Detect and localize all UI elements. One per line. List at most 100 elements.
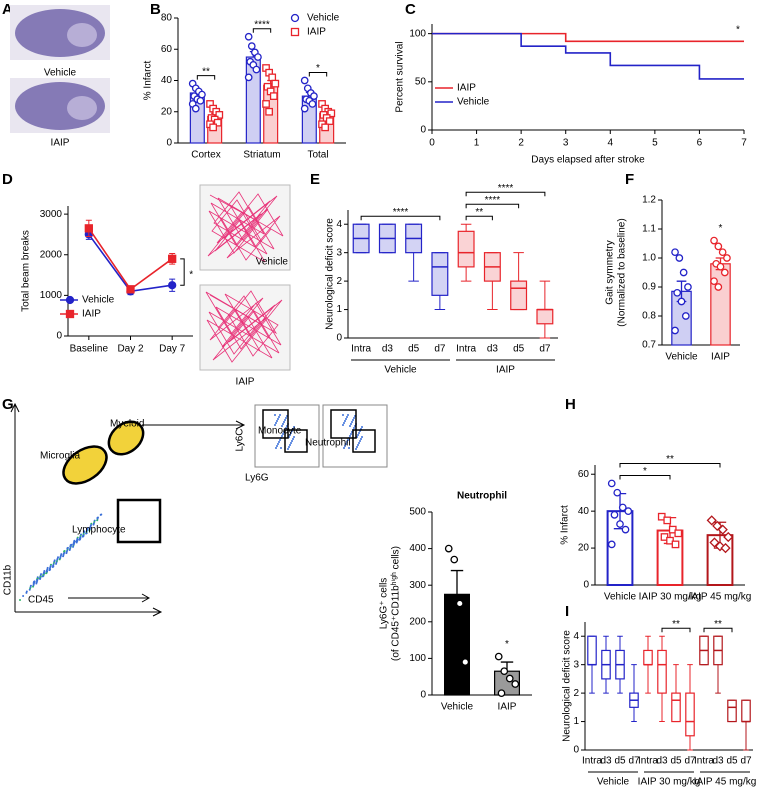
point [300,104,309,113]
cell-dot [287,448,289,450]
point [494,652,503,661]
x-axis-label: Days elapsed after stroke [531,155,645,166]
y-axis-label: % Infarct [560,505,571,545]
cell-dot [280,447,282,449]
y-tick-label: 60 [161,44,173,55]
group-label: Vehicle [384,365,417,376]
image-label: CD11b [3,564,14,595]
cell-dot [288,446,290,448]
point [616,520,624,528]
cell-dot [72,545,75,548]
y-tick-label: 20 [578,543,590,554]
point [610,510,619,519]
cell-dot [65,552,68,555]
cell-dot [345,443,347,445]
cell-dot [346,441,348,443]
cell-dot [281,425,283,427]
y-tick-label: 500 [409,507,426,518]
point [717,524,728,535]
cell-dot [345,418,347,420]
y-tick-label: 40 [161,75,173,86]
cell-dot [359,440,361,442]
image-label: IAIP [236,377,255,388]
image-label: IAIP [51,138,70,149]
cell-dot [78,538,81,541]
y-tick-label: 1 [336,304,342,315]
whisker [659,693,665,723]
point [718,248,727,257]
significance-bracket [661,627,691,633]
cell-dot [96,519,99,522]
significance-bracket [703,627,733,633]
significance-label: **** [254,19,270,30]
significance-label: ** [202,66,210,77]
whisker [715,664,721,694]
cell-dot [357,444,359,446]
point [497,689,506,698]
y-tick-label: 100 [409,653,426,664]
whisker [513,252,524,282]
whisker [743,721,749,751]
cell-dot [285,427,287,429]
point [308,100,317,108]
cell-dot [353,417,355,419]
image-label: Myeloid [110,419,144,430]
point [714,541,726,552]
legend-label: IAIP [82,309,101,320]
significance-label: * [719,223,723,234]
gate [262,409,289,439]
x-tick-label: Baseline [70,344,109,355]
whisker [408,252,419,282]
whisker [631,707,637,723]
y-tick-label: 0 [166,138,172,149]
point [714,283,723,291]
cell-dot [343,422,345,424]
cell-dot [285,417,287,419]
legend-label: IAIP [307,27,326,38]
chart-title: Neutrophil [457,491,507,502]
x-tick-label: 1 [474,138,480,149]
point [327,109,336,118]
box [457,230,475,268]
x-tick-label: d3 [712,756,724,767]
y-tick-label: 1.0 [642,253,656,264]
cell-dot [361,436,363,438]
cell-dot [81,535,84,538]
point [244,73,253,82]
point [126,285,135,294]
error-bar [450,569,464,595]
significance-bracket [465,191,546,197]
y-tick-label: 0.9 [642,282,656,293]
cell-dot [291,440,293,442]
point [325,117,334,125]
box [671,692,681,723]
point [168,281,177,290]
cell-dot [349,435,351,437]
x-tick-label: d3 [600,756,612,767]
y-tick-label: 3 [573,659,579,670]
cell-dot [69,545,72,548]
point [607,540,616,549]
cell-dot [344,445,346,447]
x-tick-label: Total [307,150,328,161]
significance-label: ** [666,454,674,465]
x-tick-label: Intra [351,344,371,355]
point [677,297,686,306]
point [671,248,679,257]
axis-arrow [68,593,151,603]
point [191,104,200,113]
point [710,277,718,286]
gate [352,429,376,453]
image-label: Lymphocyte [72,525,126,536]
series-line [88,233,173,293]
x-tick-label: d7 [628,756,640,767]
whisker [589,664,595,694]
group-label: IAIP [496,365,515,376]
y-tick-label: 1.1 [642,224,656,235]
x-tick-label: 7 [741,138,747,149]
cell-dot [72,543,75,546]
significance-bracket [465,215,493,221]
y-tick-label: 2 [336,276,342,287]
point [209,123,217,132]
cell-dot [290,432,292,434]
